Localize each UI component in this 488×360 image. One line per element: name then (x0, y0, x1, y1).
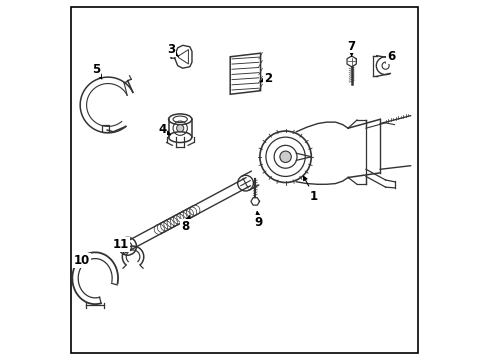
Text: 7: 7 (347, 40, 355, 56)
Circle shape (279, 151, 291, 162)
Text: 10: 10 (74, 254, 90, 267)
Text: 9: 9 (254, 212, 263, 229)
Text: 6: 6 (385, 50, 394, 64)
Circle shape (123, 242, 132, 251)
Text: 3: 3 (167, 43, 178, 57)
Text: 11: 11 (113, 238, 129, 251)
Text: 8: 8 (181, 216, 190, 233)
Text: 5: 5 (92, 63, 102, 79)
Polygon shape (230, 53, 260, 94)
Text: 4: 4 (158, 123, 170, 136)
Text: 1: 1 (303, 176, 318, 203)
Text: 2: 2 (260, 72, 271, 85)
Circle shape (176, 125, 183, 132)
